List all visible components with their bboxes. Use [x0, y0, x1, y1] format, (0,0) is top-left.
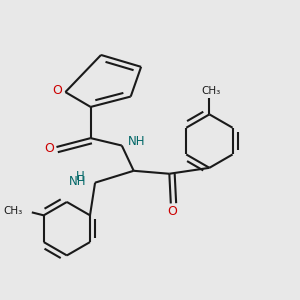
- Text: O: O: [52, 84, 62, 97]
- Text: NH: NH: [128, 135, 146, 148]
- Text: O: O: [167, 205, 177, 218]
- Text: NH: NH: [69, 175, 87, 188]
- Text: H: H: [76, 169, 85, 183]
- Text: CH₃: CH₃: [4, 206, 23, 216]
- Text: O: O: [44, 142, 54, 155]
- Text: CH₃: CH₃: [201, 86, 220, 97]
